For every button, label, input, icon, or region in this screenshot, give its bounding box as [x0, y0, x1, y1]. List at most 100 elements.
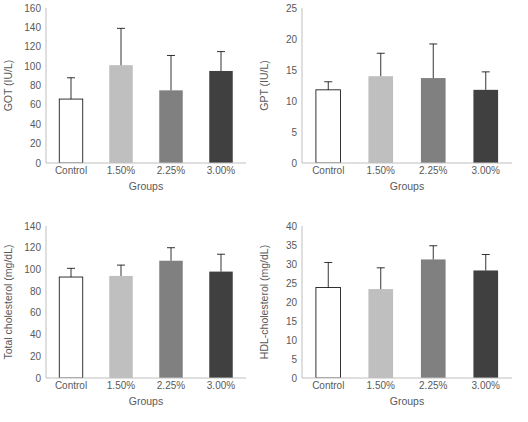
error-cap	[324, 262, 332, 263]
error-stem	[380, 53, 381, 76]
y-axis-label: HDL-cholesterol (mg/dL)	[258, 245, 270, 359]
panel: Control1.50%2.25%3.00%020406080100120140…	[2, 221, 246, 408]
y-tick-label: 100	[24, 61, 41, 72]
error-cap	[482, 254, 490, 255]
error-cap	[217, 254, 225, 255]
bar	[473, 90, 498, 163]
error-cap	[482, 71, 490, 72]
error-bar	[377, 53, 385, 76]
y-tick-label: 20	[30, 138, 42, 149]
error-bar	[67, 78, 75, 99]
error-bar	[377, 268, 385, 289]
bar	[473, 270, 498, 378]
error-stem	[433, 246, 434, 260]
y-tick-label: 35	[286, 240, 298, 251]
y-tick-label: 20	[286, 297, 298, 308]
bar	[316, 90, 341, 163]
error-stem	[485, 255, 486, 271]
x-tick-label: 1.50%	[107, 380, 135, 391]
error-cap	[429, 245, 437, 246]
x-axis-label: Groups	[390, 180, 424, 192]
error-bar	[324, 262, 332, 287]
marks	[316, 44, 498, 163]
x-tick-label: 2.25%	[157, 165, 185, 176]
error-stem	[221, 254, 222, 271]
error-bar	[482, 255, 490, 271]
error-cap	[167, 55, 175, 56]
marks	[316, 246, 498, 378]
x-axis-label: Groups	[129, 180, 163, 192]
y-tick-label: 40	[30, 119, 42, 130]
error-stem	[71, 78, 72, 99]
figure: Control1.50%2.25%3.00%020406080100120140…	[0, 0, 528, 422]
x-tick-label: 1.50%	[107, 165, 135, 176]
y-axis-label: Total cholesterol (mg/dL)	[2, 245, 14, 360]
error-cap	[217, 51, 225, 52]
x-tick-label: 2.25%	[157, 380, 185, 391]
y-tick-label: 140	[24, 221, 41, 232]
error-cap	[429, 43, 437, 44]
error-bar	[429, 246, 437, 260]
bar	[59, 99, 83, 163]
y-tick-label: 15	[286, 316, 298, 327]
x-tick-label: Control	[55, 380, 87, 391]
y-tick-label: 40	[286, 221, 298, 232]
y-tick-label: 15	[286, 65, 298, 76]
y-tick-label: 40	[30, 329, 42, 340]
y-tick-label: 20	[30, 351, 42, 362]
error-bar	[67, 268, 75, 277]
bar	[59, 277, 83, 378]
x-tick-label: 3.00%	[472, 380, 500, 391]
bar	[109, 65, 133, 163]
error-stem	[433, 44, 434, 78]
error-bar	[167, 55, 175, 90]
y-axis-label: GPT (IU/L)	[258, 60, 270, 111]
x-tick-label: Control	[312, 165, 344, 176]
error-stem	[485, 72, 486, 90]
error-stem	[171, 248, 172, 261]
panel: Control1.50%2.25%3.00%0510152025GroupsGP…	[258, 3, 512, 193]
error-bar	[217, 254, 225, 271]
y-tick-label: 25	[286, 278, 298, 289]
panel: Control1.50%2.25%3.00%020406080100120140…	[2, 3, 246, 193]
y-tick-label: 160	[24, 3, 41, 14]
bar	[421, 78, 446, 163]
x-tick-label: Control	[55, 165, 87, 176]
error-bar	[117, 28, 125, 65]
marks	[59, 28, 233, 163]
x-axis	[302, 163, 512, 164]
y-tick-label: 30	[286, 259, 298, 270]
marks	[59, 248, 233, 378]
bar	[109, 276, 133, 378]
bar	[209, 272, 233, 378]
x-axis-label: Groups	[390, 395, 424, 407]
error-bar	[217, 52, 225, 71]
y-axis	[46, 226, 47, 378]
y-tick-label: 10	[286, 96, 298, 107]
error-bar	[429, 44, 437, 78]
error-cap	[167, 247, 175, 248]
y-axis	[302, 226, 303, 378]
bar	[159, 261, 183, 378]
y-tick-label: 120	[24, 41, 41, 52]
x-tick-label: Control	[312, 380, 344, 391]
x-tick-label: 1.50%	[367, 165, 395, 176]
error-stem	[71, 268, 72, 277]
y-axis-label: GOT (IU/L)	[2, 60, 14, 112]
error-stem	[328, 262, 329, 287]
error-cap	[117, 28, 125, 29]
error-bar	[324, 82, 332, 90]
y-tick-label: 60	[30, 307, 42, 318]
y-tick-label: 60	[30, 99, 42, 110]
error-cap	[377, 267, 385, 268]
y-axis	[46, 8, 47, 163]
error-stem	[171, 55, 172, 90]
y-tick-label: 100	[24, 264, 41, 275]
error-stem	[121, 28, 122, 65]
x-axis	[46, 163, 246, 164]
error-stem	[221, 52, 222, 71]
bar	[209, 71, 233, 163]
x-axis-label: Groups	[129, 395, 163, 407]
y-tick-label: 25	[286, 3, 298, 14]
x-tick-label: 3.00%	[207, 380, 235, 391]
